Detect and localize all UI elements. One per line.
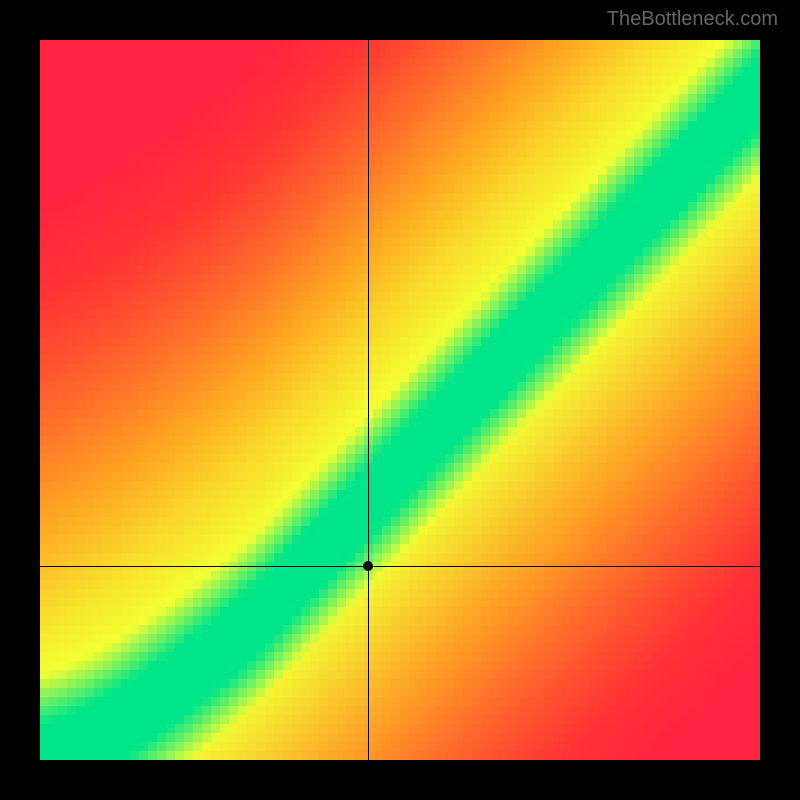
crosshair-vertical bbox=[368, 40, 369, 760]
bottleneck-heatmap bbox=[40, 40, 760, 760]
crosshair-marker bbox=[363, 561, 373, 571]
watermark-text: TheBottleneck.com bbox=[607, 8, 778, 31]
heatmap-canvas bbox=[40, 40, 760, 760]
crosshair-horizontal bbox=[40, 566, 760, 567]
